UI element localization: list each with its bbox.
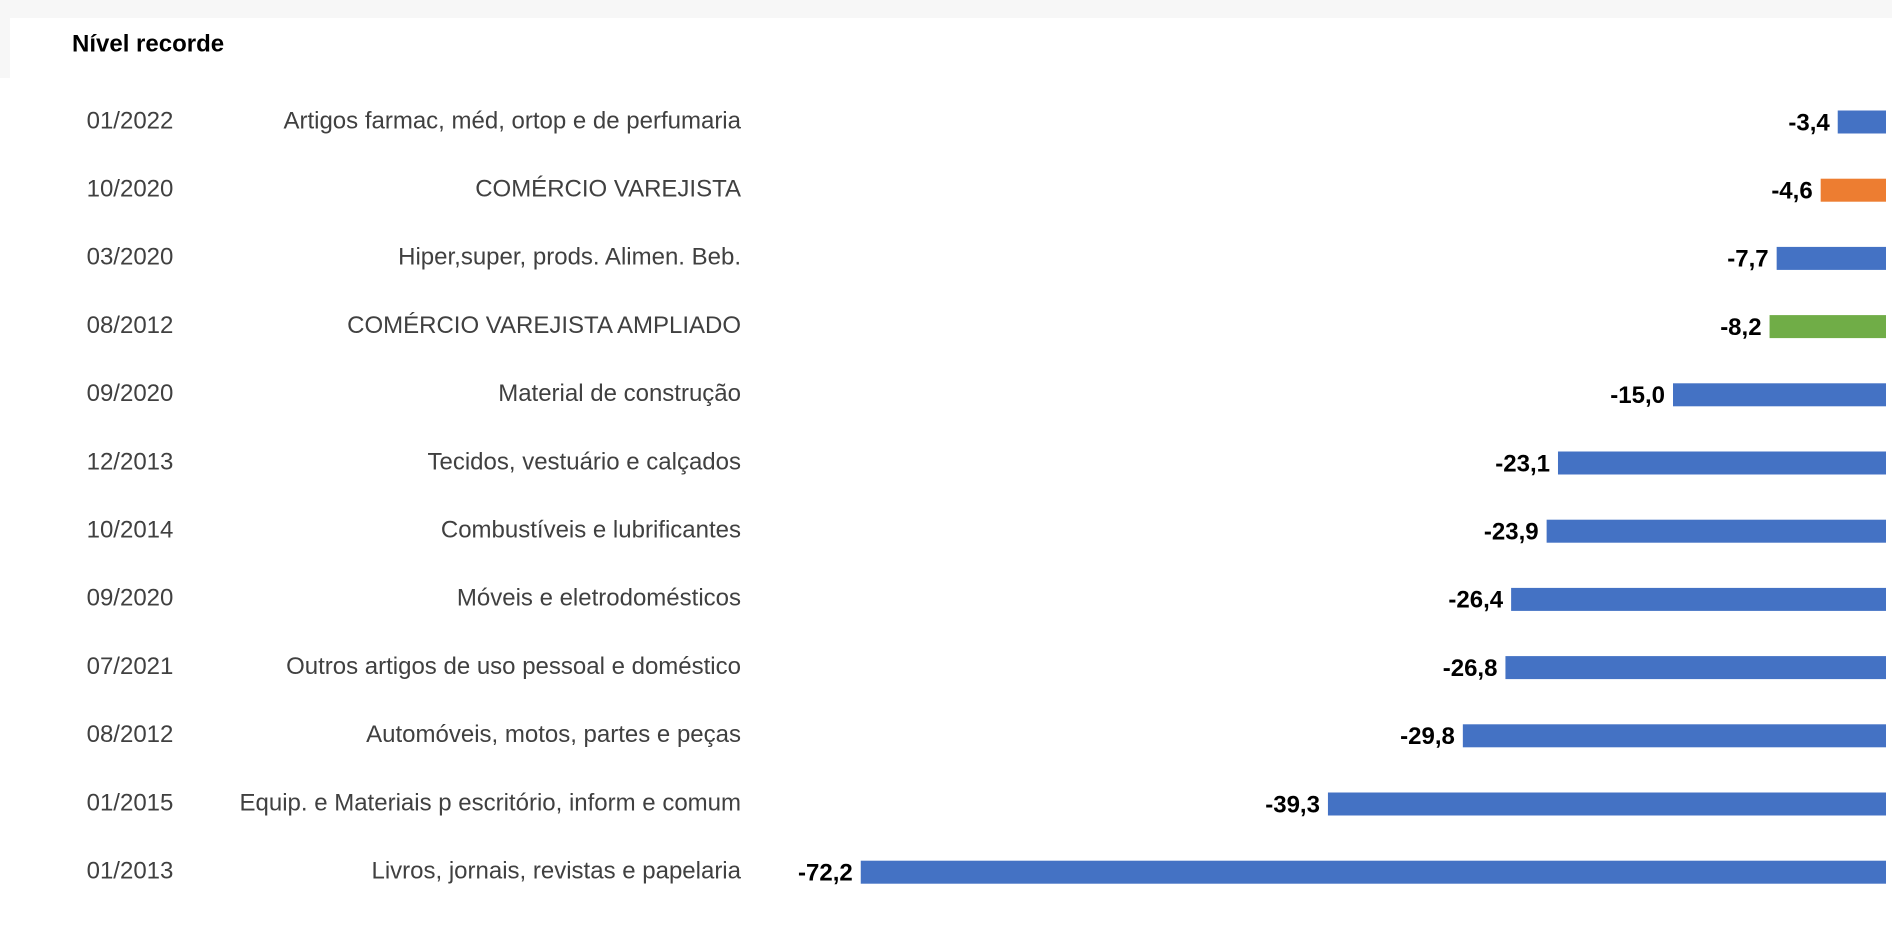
bar [1546, 519, 1886, 543]
value-label: -23,9 [1484, 519, 1539, 546]
bar [1462, 724, 1886, 748]
date-label: 01/2022 [87, 107, 174, 134]
value-label: -3,4 [1788, 109, 1830, 136]
value-label: -15,0 [1610, 382, 1665, 409]
category-label: COMÉRCIO VAREJISTA [475, 176, 741, 203]
date-label: 08/2012 [87, 312, 174, 339]
category-label: Automóveis, motos, partes e peças [366, 721, 741, 748]
category-label: Combustíveis e lubrificantes [441, 517, 741, 544]
value-label: -8,2 [1720, 314, 1761, 341]
date-label: 09/2020 [87, 585, 174, 612]
date-label: 07/2021 [87, 653, 174, 680]
category-label: Hiper,super, prods. Alimen. Beb. [398, 244, 741, 271]
top-band [0, 0, 1892, 18]
date-label: 01/2013 [87, 858, 174, 885]
bar [1505, 656, 1886, 680]
date-label: 01/2015 [87, 789, 174, 816]
bar [1673, 383, 1886, 407]
value-label: -4,6 [1771, 178, 1812, 205]
date-label: 09/2020 [87, 380, 174, 407]
value-label: -39,3 [1265, 791, 1320, 818]
category-label: Livros, jornais, revistas e papelaria [371, 858, 741, 885]
bar [1557, 451, 1886, 475]
chart-title: Nível recorde [72, 30, 224, 57]
date-label: 10/2020 [87, 176, 174, 203]
category-label: Material de construção [498, 380, 741, 407]
bar [1327, 792, 1886, 816]
value-label: -23,1 [1495, 450, 1550, 477]
bar [1769, 315, 1886, 339]
value-label: -29,8 [1400, 723, 1455, 750]
value-label: -26,4 [1448, 587, 1503, 614]
side-band [0, 18, 10, 78]
value-label: -7,7 [1727, 246, 1768, 273]
date-label: 10/2014 [87, 517, 174, 544]
category-label: COMÉRCIO VAREJISTA AMPLIADO [347, 312, 741, 339]
bar [1511, 587, 1886, 611]
category-label: Tecidos, vestuário e calçados [428, 448, 742, 475]
bar [1776, 246, 1886, 270]
date-label: 12/2013 [87, 448, 174, 475]
category-label: Equip. e Materiais p escritório, inform … [239, 789, 741, 816]
bar [1837, 110, 1886, 134]
category-label: Artigos farmac, méd, ortop e de perfumar… [283, 107, 741, 134]
category-label: Móveis e eletrodomésticos [457, 585, 741, 612]
value-label: -72,2 [798, 860, 853, 887]
date-label: 08/2012 [87, 721, 174, 748]
bar [860, 860, 1886, 884]
date-label: 03/2020 [87, 244, 174, 271]
category-label: Outros artigos de uso pessoal e doméstic… [286, 653, 741, 680]
value-label: -26,8 [1443, 655, 1498, 682]
bar [1820, 178, 1886, 202]
